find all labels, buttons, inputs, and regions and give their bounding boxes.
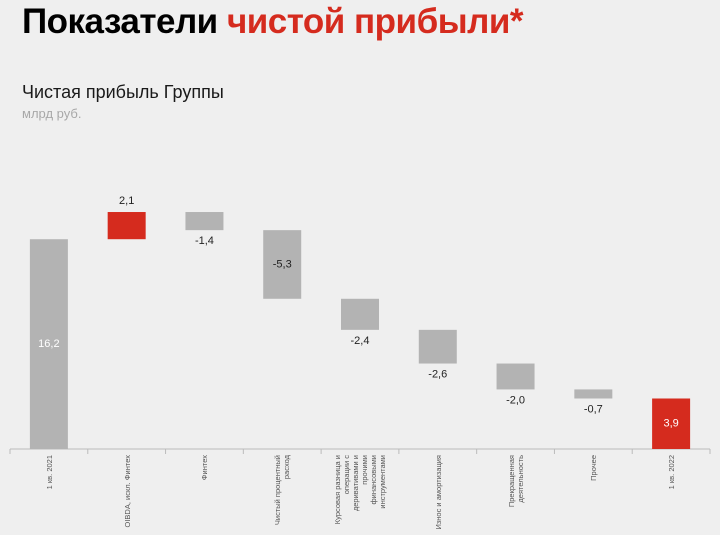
x-tick-label: 1 кв. 2022 [666,455,676,490]
value-label: 16,2 [38,338,59,350]
bar [185,212,224,231]
chart-title: Чистая прибыль Группы [22,82,224,102]
x-tick-label: OIBDA, искл. Финтех [122,455,132,528]
heading: Показатели [22,2,218,41]
bar [29,239,68,449]
value-label: -0,7 [584,403,603,415]
bar [418,329,457,364]
bar [107,212,146,240]
x-tick-label: Износ и амортизация [433,455,443,530]
chart-subtitle: млрд руб. [22,106,82,121]
value-label: -1,4 [195,235,214,247]
x-tick-label: Прекращенная деятельность [506,455,525,508]
bar [574,389,613,399]
x-tick-label: Прочее [588,455,598,481]
x-tick-label: Чистый процентный расход [273,455,292,526]
value-label: -2,0 [506,394,525,406]
heading-highlight: чистой прибыли* [226,2,524,41]
x-tick-label: 1 кв. 2021 [44,455,54,490]
value-label: -5,3 [273,258,292,270]
value-label: 3,9 [663,418,678,430]
value-label: 2,1 [119,195,134,207]
bar [652,398,691,449]
value-label: -2,4 [351,335,370,347]
value-label: -2,6 [428,368,447,380]
bar [263,230,302,299]
bar [341,298,379,330]
x-tick-label: Курсовая разница и операции с дериватива… [333,455,387,525]
x-tick-label: Финтех [199,455,209,481]
bar [496,363,535,390]
headline: Показатели чистой прибыли* [22,2,523,42]
